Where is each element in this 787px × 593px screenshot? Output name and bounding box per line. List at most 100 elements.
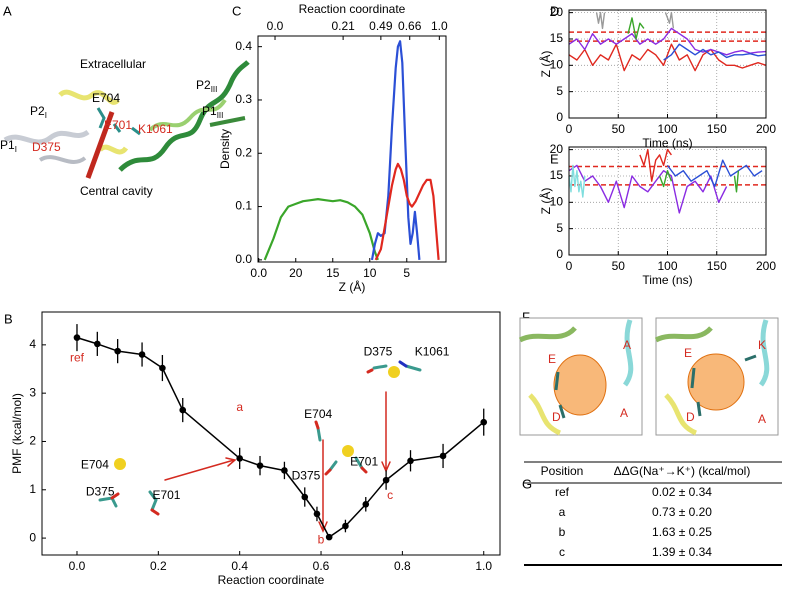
- y-tick-label: 10: [550, 57, 564, 71]
- label-sub: III: [211, 85, 218, 94]
- y-axis-title: PMF (kcal/mol): [10, 393, 24, 474]
- label-text: P1: [202, 104, 217, 118]
- x-tick-label: 100: [657, 122, 677, 136]
- data-line: [370, 40, 421, 261]
- side-chain: [96, 107, 141, 136]
- residue: [372, 364, 422, 372]
- annotation: E701: [152, 488, 180, 502]
- structure-label: P1I: [0, 138, 17, 154]
- helix: [148, 98, 227, 132]
- map-label: E: [548, 352, 556, 366]
- data-point: [179, 406, 187, 414]
- x-tick-label: 0.0: [69, 559, 86, 573]
- ion: [114, 458, 126, 470]
- data-line: [568, 27, 767, 56]
- table-cell: ref: [555, 485, 570, 499]
- data-point: [342, 522, 349, 530]
- structure-label: K1061: [138, 122, 173, 136]
- annotation: c: [387, 488, 393, 502]
- y-tick-label: 0.2: [235, 145, 252, 159]
- density-maps: E A A D E K D A: [518, 317, 779, 436]
- helix: [654, 326, 713, 343]
- y-tick-label: 0.1: [235, 199, 252, 213]
- annotation: E701: [350, 454, 378, 468]
- x-tick-label: 5: [403, 266, 410, 280]
- map-label: D: [552, 410, 561, 424]
- y-tick-label: 0: [556, 247, 563, 261]
- data-point: [301, 493, 309, 501]
- helix: [38, 155, 87, 164]
- table-cell: 0.02 ± 0.34: [652, 485, 712, 499]
- map-label: E: [684, 346, 692, 360]
- arrow: [318, 439, 328, 533]
- x-tick-label: 20: [289, 266, 303, 280]
- annotation: K1061: [415, 344, 450, 358]
- y-tick-label: 0: [29, 530, 36, 544]
- y-tick-label: 15: [550, 168, 564, 182]
- panel-label: F: [522, 309, 530, 324]
- x-axis-title: Z (Å): [339, 279, 366, 294]
- data-line: [568, 164, 728, 214]
- map-label: K: [758, 338, 766, 352]
- data-point: [407, 457, 414, 465]
- structure-label: P1III: [202, 104, 223, 120]
- plot-frame: [257, 35, 447, 263]
- residue: [554, 371, 566, 419]
- helix: [664, 393, 698, 436]
- table-header: ΔΔG(Na⁺→K⁺) (kcal/mol): [614, 464, 751, 478]
- structure-label: D375: [32, 140, 61, 154]
- arrow: [164, 457, 237, 481]
- panel-label: G: [522, 476, 532, 491]
- x-axis-title: Time (ns): [642, 136, 692, 150]
- data-point: [313, 510, 321, 518]
- ion: [388, 366, 400, 378]
- data-point: [256, 462, 264, 469]
- y-tick-label: 4: [29, 337, 36, 351]
- x-axis-title: Reaction coordinate: [218, 573, 325, 587]
- residue: [110, 492, 160, 516]
- table-cell: 1.39 ± 0.34: [652, 545, 712, 559]
- annotation: D375: [86, 484, 115, 498]
- structure-label: P2III: [196, 78, 217, 94]
- data-point: [138, 351, 146, 358]
- x2-tick-label: 0.0: [267, 19, 284, 33]
- label-sub: I: [15, 145, 17, 154]
- x-tick-label: 0.2: [150, 559, 167, 573]
- residue: [366, 368, 374, 374]
- data-point: [236, 455, 243, 462]
- data-point: [281, 467, 288, 474]
- y-tick-label: 20: [550, 142, 564, 156]
- x-tick-label: 100: [657, 259, 677, 273]
- x-tick-label: 0: [566, 259, 573, 273]
- panel-label: D: [550, 3, 559, 18]
- y-tick-label: 1: [29, 482, 36, 496]
- data-point: [73, 334, 81, 341]
- data-point: [114, 347, 121, 355]
- panel-label: C: [232, 3, 241, 18]
- table-header: Position: [541, 464, 584, 478]
- y-tick-label: 3: [29, 385, 36, 399]
- structure-label: P2I: [30, 104, 47, 120]
- structure-label: E704: [92, 91, 120, 105]
- plot-frame: [41, 311, 501, 556]
- y-tick-label: 0.4: [235, 39, 252, 53]
- data-line: [639, 148, 672, 182]
- x-tick-label: 150: [707, 259, 727, 273]
- y-tick-label: 5: [556, 221, 563, 235]
- annotation: a: [236, 400, 243, 414]
- x2-tick-label: 1.0: [431, 19, 448, 33]
- residue: [316, 426, 364, 472]
- helix: [622, 319, 634, 387]
- helix: [58, 89, 120, 105]
- table-cell: 0.73 ± 0.20: [652, 505, 712, 519]
- helix: [118, 60, 250, 172]
- y-axis-title: Z (Å): [538, 188, 553, 215]
- annotation: E704: [81, 457, 109, 471]
- map-label: A: [620, 406, 628, 420]
- y-tick-label: 2: [29, 434, 36, 448]
- panel-label: A: [3, 3, 12, 18]
- helix: [85, 111, 115, 179]
- data-point: [439, 452, 447, 460]
- helix: [528, 393, 562, 436]
